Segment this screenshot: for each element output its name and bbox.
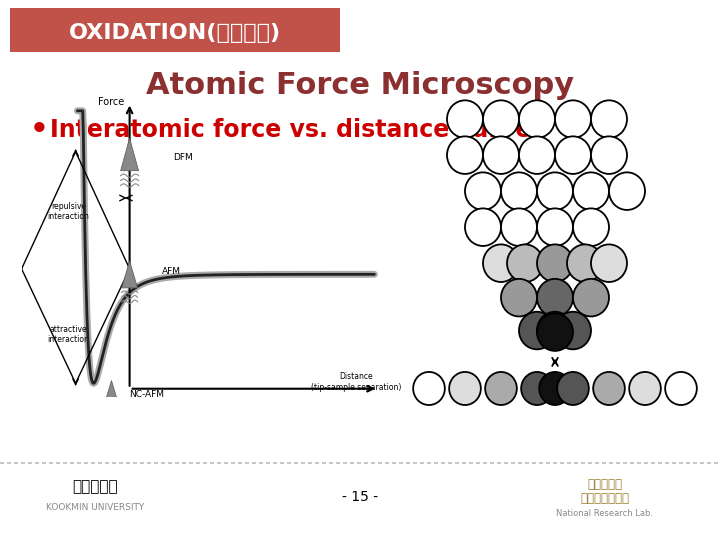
Polygon shape — [122, 261, 138, 288]
Circle shape — [447, 137, 483, 174]
Text: Force: Force — [98, 97, 125, 107]
Circle shape — [555, 312, 591, 349]
Circle shape — [465, 208, 501, 246]
Circle shape — [537, 312, 573, 349]
Circle shape — [413, 372, 445, 405]
Circle shape — [519, 137, 555, 174]
Circle shape — [483, 137, 519, 174]
Circle shape — [573, 208, 609, 246]
Circle shape — [539, 372, 571, 405]
Circle shape — [483, 100, 519, 138]
Circle shape — [557, 372, 589, 405]
Circle shape — [519, 100, 555, 138]
Text: Distance
(tip-sample separation): Distance (tip-sample separation) — [311, 373, 402, 392]
FancyBboxPatch shape — [10, 8, 340, 52]
Circle shape — [555, 137, 591, 174]
Text: NC-AFM: NC-AFM — [130, 390, 164, 399]
Circle shape — [593, 372, 625, 405]
Circle shape — [629, 372, 661, 405]
Circle shape — [573, 172, 609, 210]
Circle shape — [591, 100, 627, 138]
Circle shape — [537, 208, 573, 246]
Circle shape — [501, 172, 537, 210]
Circle shape — [485, 372, 517, 405]
Circle shape — [591, 137, 627, 174]
Circle shape — [501, 279, 537, 316]
Text: 과학기술부: 과학기술부 — [588, 477, 623, 490]
Circle shape — [465, 172, 501, 210]
Text: AFM: AFM — [162, 267, 181, 276]
Circle shape — [537, 245, 573, 282]
Circle shape — [519, 312, 555, 349]
Text: repulsive
interaction: repulsive interaction — [48, 202, 89, 221]
Text: 국민대학교: 국민대학교 — [72, 480, 118, 495]
Text: attractive
interaction: attractive interaction — [48, 325, 89, 344]
Circle shape — [537, 279, 573, 316]
Circle shape — [609, 172, 645, 210]
Text: KOOKMIN UNIVERSITY: KOOKMIN UNIVERSITY — [46, 503, 144, 512]
Text: 국가지정연구실: 국가지정연구실 — [580, 492, 629, 505]
Text: Interatomic force vs. distance curve.: Interatomic force vs. distance curve. — [50, 118, 540, 142]
Polygon shape — [102, 381, 120, 410]
Circle shape — [449, 372, 481, 405]
Circle shape — [501, 208, 537, 246]
Circle shape — [665, 372, 697, 405]
Text: •: • — [30, 116, 49, 144]
Text: DFM: DFM — [173, 153, 192, 161]
Circle shape — [447, 100, 483, 138]
Circle shape — [537, 313, 573, 351]
Text: National Research Lab.: National Research Lab. — [557, 509, 654, 517]
Circle shape — [537, 172, 573, 210]
Circle shape — [573, 279, 609, 316]
Circle shape — [555, 100, 591, 138]
Text: Atomic Force Microscopy: Atomic Force Microscopy — [146, 71, 574, 99]
Text: - 15 -: - 15 - — [342, 490, 378, 504]
Circle shape — [507, 245, 543, 282]
Circle shape — [567, 245, 603, 282]
Circle shape — [521, 372, 553, 405]
Circle shape — [483, 245, 519, 282]
Polygon shape — [121, 138, 138, 171]
Text: OXIDATION(산화공정): OXIDATION(산화공정) — [69, 23, 281, 43]
Circle shape — [591, 245, 627, 282]
